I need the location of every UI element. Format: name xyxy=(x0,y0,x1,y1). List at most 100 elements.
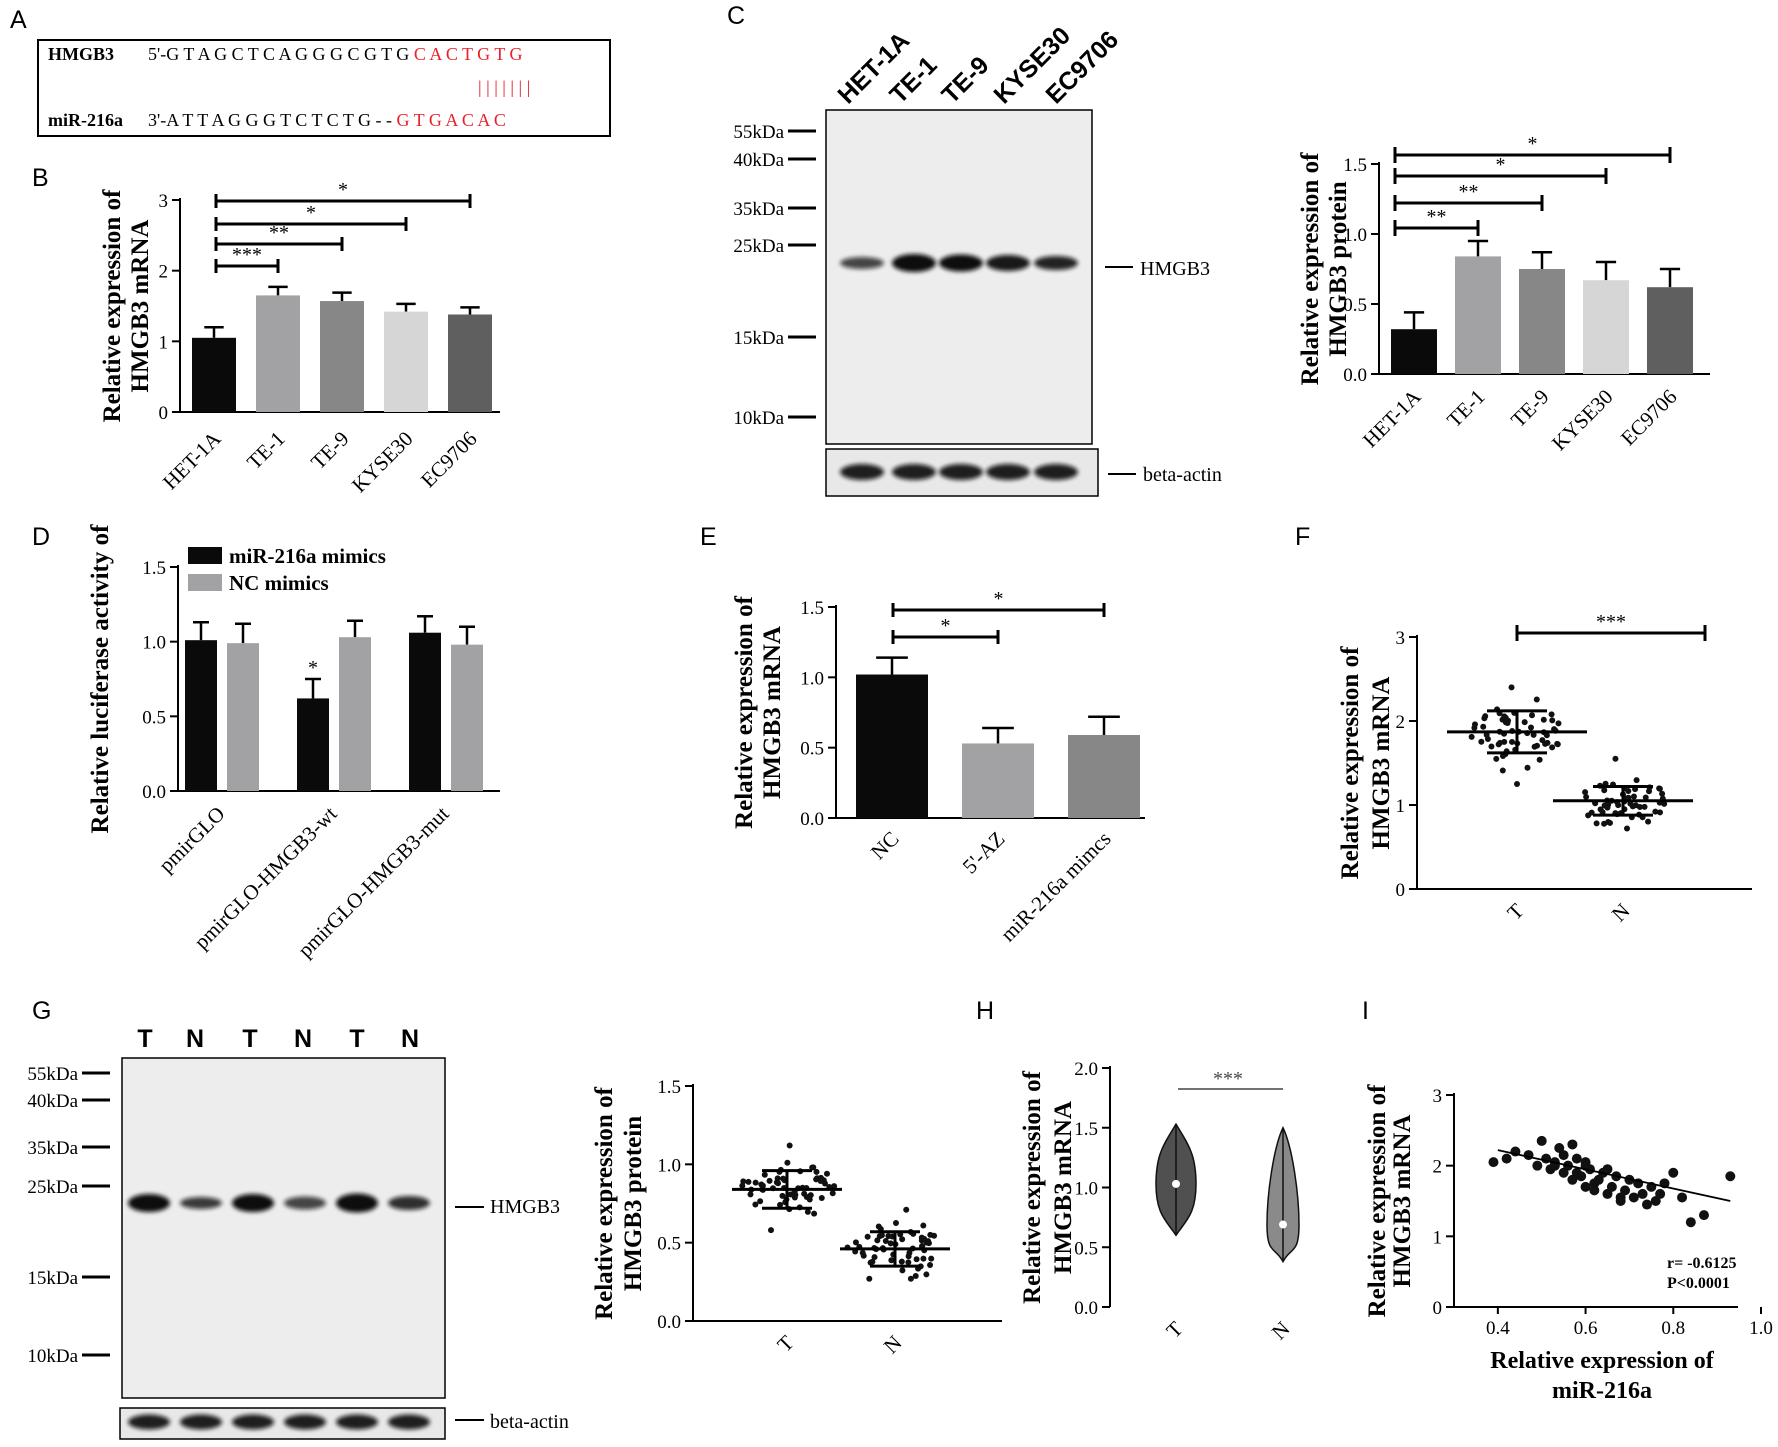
lane-label: N xyxy=(186,1025,204,1053)
y-axis-label: Relative expression ofHMGB3 mRNA xyxy=(1364,1084,1416,1318)
data-point xyxy=(899,1267,906,1274)
data-point xyxy=(1499,767,1506,774)
correlation-r: r= -0.6125 xyxy=(1667,1255,1737,1272)
regression-line xyxy=(1497,1149,1731,1202)
data-point xyxy=(852,1239,859,1246)
actin-band xyxy=(986,464,1030,480)
y-axis-label: Relative luciferase activity of xyxy=(87,524,114,834)
y-axis-label-line2: HMGB3 mRNA xyxy=(127,220,154,393)
data-point xyxy=(892,1219,899,1226)
y-tick-label: 1.5 xyxy=(657,1077,681,1098)
significance-label: ** xyxy=(269,222,289,244)
data-point xyxy=(866,1275,873,1282)
y-tick-label: 0.0 xyxy=(800,809,824,830)
x-tick-label: pmirGLO xyxy=(154,802,230,878)
data-point xyxy=(1659,790,1666,797)
x-axis-label: Relative expression of miR-216a xyxy=(1490,1348,1715,1404)
hmgb3-seq-black: 5'-G T A G C T C A G G G C G T G xyxy=(148,44,414,64)
bar xyxy=(384,311,428,412)
data-point xyxy=(885,1233,892,1240)
y-tick-label: 1.0 xyxy=(1074,1179,1098,1200)
data-point xyxy=(757,1198,764,1205)
hmgb3-band xyxy=(388,1196,430,1210)
data-point xyxy=(752,1179,759,1186)
significance-bracket xyxy=(1393,195,1544,211)
actin-band xyxy=(840,464,884,480)
y-tick-label: 0.0 xyxy=(1343,365,1367,386)
data-point xyxy=(1641,1199,1652,1210)
y-tick-label: 1.5 xyxy=(800,598,824,619)
y-tick-label: 0 xyxy=(1396,880,1406,901)
bar xyxy=(1068,735,1140,818)
significance-bracket xyxy=(891,603,1106,617)
bar xyxy=(227,643,259,791)
marker-label: 25kDa xyxy=(27,1177,78,1198)
x-tick-label: T xyxy=(772,1330,798,1356)
blot-c-membrane xyxy=(825,109,1093,445)
x-tick-label: 1.0 xyxy=(1749,1318,1773,1339)
x-tick-label: N xyxy=(879,1331,907,1359)
data-point xyxy=(920,1255,927,1262)
data-point xyxy=(1625,794,1632,801)
data-point xyxy=(1612,755,1619,762)
alignment-mir216a-sequence: 3'-A T T A G G G T C T C T G - - G T G A… xyxy=(148,110,506,130)
correlation-p: P<0.0001 xyxy=(1667,1275,1730,1292)
data-point xyxy=(923,1271,930,1278)
data-point xyxy=(1501,738,1508,745)
bar xyxy=(451,644,483,791)
y-axis-label-line1: Relative expression of xyxy=(1297,152,1324,386)
significance-label: * xyxy=(338,179,348,201)
panel-label-d: D xyxy=(32,523,50,551)
y-axis-label-line1: Relative expression of xyxy=(1337,646,1364,880)
significance-bracket xyxy=(1393,220,1480,236)
y-tick-label: 1 xyxy=(1396,796,1406,817)
bar xyxy=(962,743,1034,818)
data-point xyxy=(1632,802,1639,809)
legend-swatch xyxy=(188,574,222,591)
y-tick-label: 3 xyxy=(1433,1086,1443,1107)
data-point xyxy=(1493,755,1500,762)
data-point xyxy=(1558,1150,1569,1161)
data-point xyxy=(1656,785,1663,792)
panel-label-i: I xyxy=(1362,997,1369,1025)
legend-swatch xyxy=(188,547,222,564)
data-point xyxy=(1605,819,1612,826)
y-tick-label: 2.0 xyxy=(1074,1059,1098,1080)
data-point xyxy=(1585,812,1592,819)
bar xyxy=(1455,256,1501,374)
data-point xyxy=(864,1233,871,1240)
data-point xyxy=(1582,789,1589,796)
significance-bracket xyxy=(214,237,344,251)
actin-band xyxy=(284,1414,326,1430)
significance-label: ** xyxy=(1427,206,1447,228)
y-axis-label-line2: HMGB3 mRNA xyxy=(1389,1115,1416,1288)
y-tick-label: 2 xyxy=(159,262,169,283)
panel-label-b: B xyxy=(32,164,49,192)
data-point xyxy=(809,1164,816,1171)
data-point xyxy=(931,1232,938,1239)
data-point xyxy=(1637,1188,1648,1199)
y-tick-label: 1 xyxy=(159,332,169,353)
marker-label: 55kDa xyxy=(733,122,784,143)
significance-label: ** xyxy=(1459,181,1479,203)
marker-label: 25kDa xyxy=(733,236,784,257)
data-point xyxy=(1645,818,1652,825)
y-axis-label-line1: Relative expression of xyxy=(731,595,758,829)
x-tick-label: HET-1A xyxy=(158,426,226,494)
data-point xyxy=(761,1171,768,1178)
actin-band xyxy=(180,1414,222,1430)
hmgb3-band xyxy=(336,1193,378,1213)
significance-star: * xyxy=(308,657,318,679)
marker-label: 40kDa xyxy=(733,150,784,171)
significance-label: * xyxy=(1496,154,1506,176)
marker-label: 55kDa xyxy=(27,1064,78,1085)
hmgb3-band xyxy=(986,255,1030,271)
x-tick-label: 0.6 xyxy=(1574,1318,1598,1339)
data-point xyxy=(878,1232,885,1239)
actin-band xyxy=(939,464,983,480)
data-point xyxy=(1532,1160,1543,1171)
data-point xyxy=(1544,739,1551,746)
data-point xyxy=(1583,793,1590,800)
panel-label-h: H xyxy=(976,997,994,1025)
